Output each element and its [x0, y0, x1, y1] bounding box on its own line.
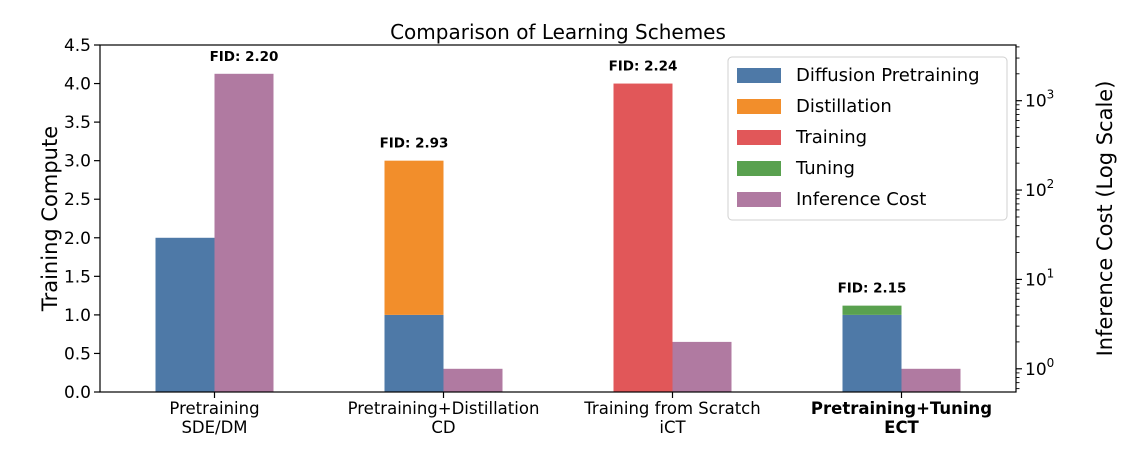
legend-label-tuning: Tuning [795, 158, 855, 179]
x-tick-sublabel: iCT [659, 418, 686, 437]
plot-frame [99, 44, 1017, 393]
fid-label: FID: 2.20 [210, 49, 279, 65]
y-axis-label: Training Compute [38, 126, 62, 312]
bar-inference-cost [672, 341, 732, 392]
fid-label: FID: 2.93 [380, 136, 449, 152]
fid-label: FID: 2.24 [609, 59, 678, 75]
bar-tuning [842, 305, 902, 315]
y2-tick-label: 103 [1025, 88, 1054, 112]
x-tick-sublabel: SDE/DM [181, 418, 247, 437]
x-tick-label: Pretraining+Tuning [811, 399, 992, 418]
bar-inference-cost [443, 368, 503, 392]
y-tick-label: 2.0 [64, 229, 91, 249]
legend-swatch-inference-cost [737, 192, 781, 207]
legend-box [727, 56, 1008, 221]
bar-inference-cost [214, 73, 274, 393]
legend-swatch-distillation [737, 99, 781, 114]
legend-swatch-training [737, 130, 781, 145]
bar-diffusion-pretraining [842, 314, 902, 392]
y-tick-label: 3.0 [64, 152, 91, 172]
chart-title: Comparison of Learning Schemes [390, 20, 726, 44]
bars [155, 73, 961, 393]
legend-swatch-diffusion-pretraining [737, 68, 781, 83]
legend-label-training: Training [795, 127, 867, 148]
y-tick-label: 4.0 [64, 75, 91, 95]
legend-label-inference-cost: Inference Cost [796, 189, 926, 210]
x-tick-label: Training from Scratch [583, 399, 760, 418]
y-axis-ticks: 0.0 0.5 1.0 1.5 2.0 2.5 3.0 3.5 4.0 4.5 [64, 36, 100, 403]
x-tick-label: Pretraining [169, 399, 259, 418]
y-tick-label: 0.5 [64, 344, 91, 364]
legend-label-diffusion-pretraining: Diffusion Pretraining [796, 65, 980, 86]
y2-tick-label: 101 [1025, 266, 1054, 290]
y-tick-label: 0.0 [64, 383, 91, 403]
legend: Diffusion Pretraining Distillation Trainin… [727, 56, 1008, 221]
y-tick-label: 1.5 [64, 267, 91, 287]
y-tick-label: 3.5 [64, 113, 91, 133]
fid-labels: FID: 2.20 FID: 2.93 FID: 2.24 FID: 2.15 [210, 49, 907, 297]
fid-label: FID: 2.15 [838, 281, 907, 297]
bar-training [613, 83, 673, 393]
y2-axis-label: Inference Cost (Log Scale) [1093, 81, 1117, 357]
y-tick-label: 1.0 [64, 306, 91, 326]
bar-diffusion-pretraining [384, 314, 444, 392]
x-tick-sublabel: CD [431, 418, 455, 437]
x-tick-label: Pretraining+Distillation [348, 399, 540, 418]
legend-label-distillation: Distillation [796, 96, 892, 117]
bar-distillation [384, 160, 444, 315]
y2-axis-ticks: 100 101 102 103 [1016, 46, 1054, 390]
y2-tick-label: 102 [1025, 177, 1054, 201]
bar-inference-cost [901, 368, 961, 392]
x-tick-sublabel: ECT [884, 418, 919, 437]
legend-swatch-tuning [737, 161, 781, 176]
y2-tick-label: 100 [1025, 356, 1054, 380]
bar-diffusion-pretraining [155, 237, 215, 392]
y-tick-label: 4.5 [64, 36, 91, 56]
y-tick-label: 2.5 [64, 190, 91, 210]
